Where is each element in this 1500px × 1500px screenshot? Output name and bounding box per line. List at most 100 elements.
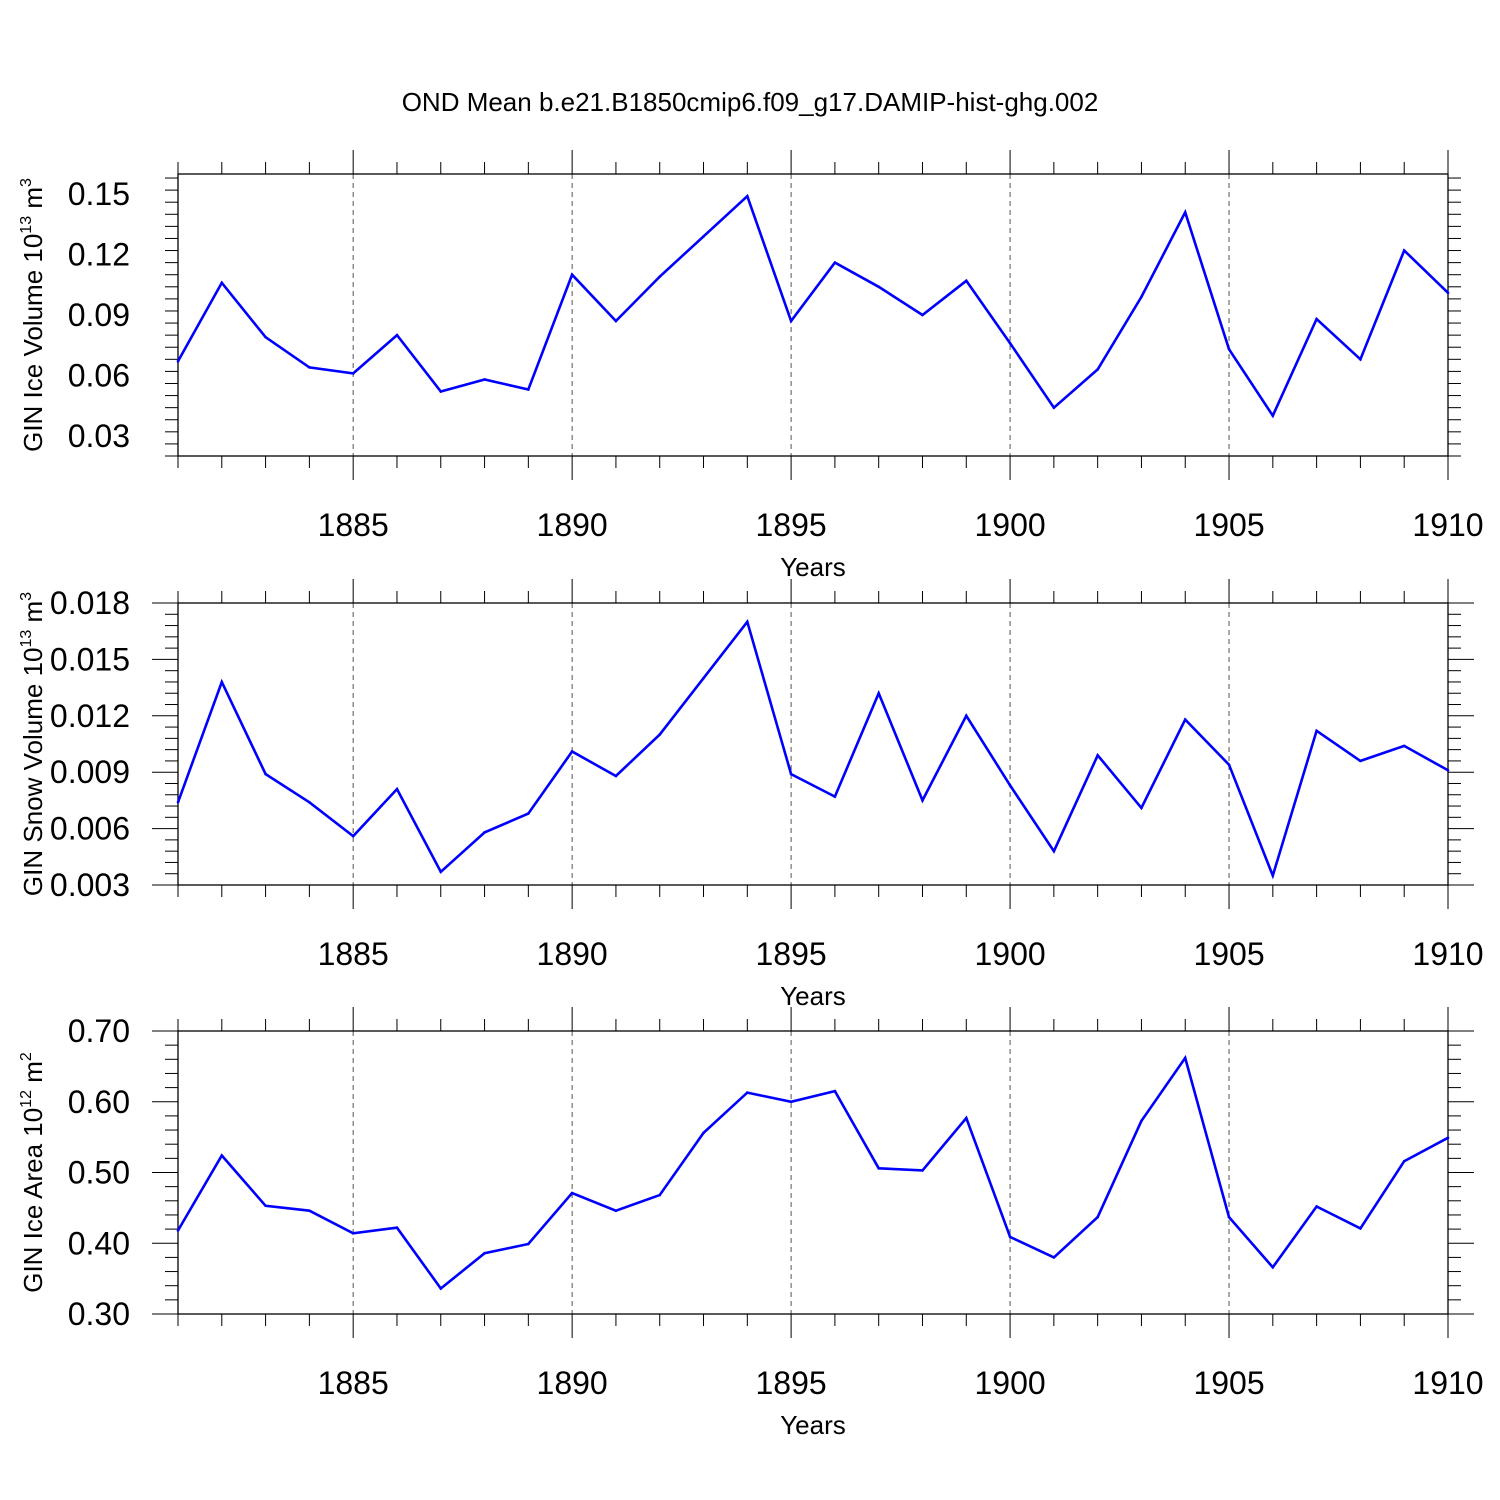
y-tick-label: 0.06 (68, 357, 130, 393)
y-tick-label: 0.009 (50, 754, 130, 790)
x-tick-label: 1885 (318, 1365, 389, 1401)
plot-frame (177, 602, 1449, 886)
data-point (1096, 368, 1099, 371)
data-point (1402, 744, 1406, 748)
data-point (658, 733, 662, 736)
y-tick-label: 0.003 (50, 867, 130, 903)
x-tick-label: 1885 (318, 507, 389, 543)
data-point (1052, 406, 1056, 409)
data-point (395, 1226, 399, 1229)
x-tick-label: 1905 (1193, 936, 1264, 972)
data-point (658, 275, 662, 279)
data-point (614, 319, 618, 323)
y-tick-label: 0.018 (50, 585, 130, 621)
data-point (1052, 849, 1056, 853)
data-point (1052, 1256, 1056, 1259)
data-point (1271, 874, 1275, 877)
y-tick-label: 0.70 (68, 1013, 130, 1049)
data-point (264, 1204, 267, 1208)
data-point (220, 281, 224, 285)
x-axis-label: Years (780, 1410, 846, 1440)
y-tick-label: 0.09 (68, 297, 130, 333)
chart-title: OND Mean b.e21.B1850cmip6.f09_g17.DAMIP-… (402, 87, 1099, 117)
data-point (176, 360, 180, 363)
data-point (1446, 1136, 1450, 1140)
data-point (351, 372, 355, 375)
data-point (1315, 317, 1318, 321)
data-point (877, 691, 880, 695)
data-point (1227, 347, 1231, 351)
x-tick-label: 1910 (1412, 936, 1483, 972)
data-point (264, 335, 267, 339)
data-point (1140, 295, 1143, 299)
data-point (833, 261, 837, 264)
data-point (877, 1166, 880, 1170)
panels: 0.03 0.06 0.09 0.12 0.15 1885 1890 1895 1900 1905… (18, 150, 1484, 1440)
y-tick-label: 0.15 (68, 176, 130, 212)
data-point (527, 388, 530, 391)
data-point (1008, 784, 1012, 787)
data-point (1446, 291, 1450, 295)
x-tick-label: 1900 (974, 507, 1045, 543)
data-point (1140, 806, 1143, 810)
data-point (1183, 1056, 1187, 1060)
x-tick-label: 1895 (756, 936, 827, 972)
data-point (439, 390, 443, 393)
data-point (264, 772, 267, 776)
data-point (1183, 210, 1187, 214)
x-tick-label: 1890 (537, 936, 608, 972)
data-point (964, 714, 968, 718)
data-point (702, 235, 705, 238)
data-point (702, 676, 705, 680)
data-point (614, 774, 618, 778)
y-tick-label: 0.30 (68, 1296, 130, 1332)
plot-frame (177, 173, 1449, 457)
x-tick-label: 1900 (974, 936, 1045, 972)
data-point (921, 799, 924, 802)
data-point (439, 870, 443, 874)
data-point (1271, 1266, 1275, 1269)
series-line (176, 1054, 1449, 1291)
y-tick-label: 0.60 (68, 1084, 130, 1120)
data-point (351, 834, 355, 838)
y-tick-label: 0.03 (68, 418, 130, 454)
y-tick-label: 0.50 (68, 1155, 130, 1191)
y-tick-label: 0.12 (68, 237, 130, 273)
data-point (877, 285, 880, 289)
data-point (570, 750, 574, 753)
data-point (1359, 358, 1362, 361)
y-axis-label: GIN Ice Area 1012 m2 (18, 1052, 48, 1293)
x-tick-label: 1905 (1193, 507, 1264, 543)
data-point (395, 787, 399, 791)
y-tick-label: 0.40 (68, 1225, 130, 1261)
data-point (351, 1232, 355, 1235)
x-tick-label: 1890 (537, 507, 608, 543)
data-point (833, 795, 837, 798)
data-point (1271, 414, 1275, 418)
data-point (1096, 1215, 1099, 1219)
data-point (964, 279, 968, 283)
y-axis-label: GIN Snow Volume 1013 m3 (18, 592, 48, 896)
x-tick-label: 1895 (756, 1365, 827, 1401)
data-point (702, 1131, 705, 1135)
data-point (308, 1209, 311, 1213)
x-tick-label: 1910 (1412, 1365, 1483, 1401)
x-tick-label: 1900 (974, 1365, 1045, 1401)
data-point (527, 1242, 530, 1246)
data-point (1227, 763, 1231, 766)
y-tick-label: 0.015 (50, 641, 130, 677)
y-tick-label: 0.012 (50, 698, 130, 734)
x-axis-label: Years (780, 552, 846, 582)
data-point (483, 831, 486, 834)
data-point (1446, 769, 1450, 772)
data-point (1315, 1205, 1318, 1208)
data-point (1096, 753, 1099, 757)
data-point (921, 313, 924, 317)
x-tick-label: 1885 (318, 936, 389, 972)
x-tick-label: 1910 (1412, 507, 1483, 543)
data-point (308, 800, 311, 804)
plot-frame (177, 1030, 1449, 1315)
data-point (176, 800, 180, 804)
data-point (789, 319, 793, 323)
